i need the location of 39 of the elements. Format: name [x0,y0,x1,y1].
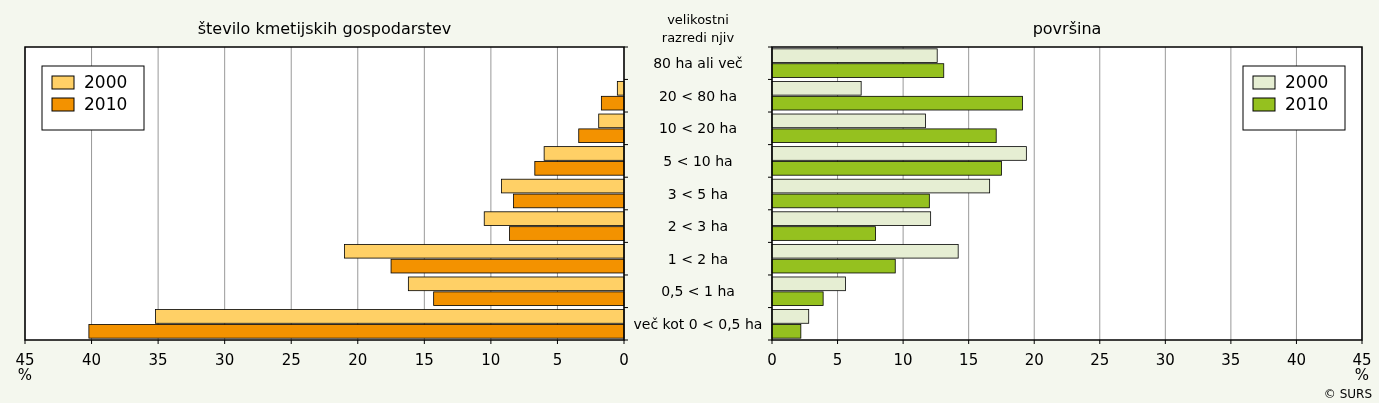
x-tick-label: 15 [414,351,434,369]
legend-label: 2010 [1285,94,1329,114]
x-tick-label: 0 [619,351,629,369]
x-tick-label: 45 [1352,351,1372,369]
legend-label: 2010 [84,94,128,114]
x-tick-label: 0 [767,351,777,369]
y-tick-label: 2 < 3 ha [667,218,729,235]
y-tick-label: 1 < 2 ha [667,250,729,267]
x-tick-label: 10 [481,351,501,369]
y-axis-title: velikostni razredi njiv [661,12,735,45]
chart-title: število kmetijskih gospodarstev [197,19,452,38]
x-tick-label: 20 [348,351,368,369]
y-tick-label: 3 < 5 ha [667,185,729,202]
x-tick-label: 25 [281,351,301,369]
legend-label: 2000 [1285,72,1329,92]
x-tick-label: 5 [552,351,563,369]
x-tick-label: 5 [832,351,843,369]
x-axis-title: % [1354,366,1370,384]
x-tick-label: 35 [1221,351,1241,369]
text: © SURS [1323,387,1372,401]
x-tick-label: 15 [959,351,979,369]
x-tick-label: 20 [1024,351,1044,369]
chart-title: površina [1032,19,1102,38]
x-tick-label: 30 [1155,351,1175,369]
y-tick-label: 80 ha ali več [653,55,743,72]
x-tick-label: 10 [893,351,913,369]
x-tick-label: 40 [82,351,102,369]
x-tick-label: 40 [1286,351,1306,369]
y-tick-label: 0,5 < 1 ha [661,283,735,300]
y-tick-label: več kot 0 < 0,5 ha [633,315,763,332]
x-tick-label: 30 [215,351,235,369]
legend-label: 2000 [84,72,128,92]
y-tick-label: 10 < 20 ha [658,120,738,137]
x-tick-label: 25 [1090,351,1110,369]
x-tick-label: 35 [148,351,168,369]
y-tick-label: 20 < 80 ha [658,87,738,104]
x-tick-label: 45 [15,351,35,369]
y-tick-label: 5 < 10 ha [663,152,733,169]
x-axis-title: % [17,366,33,384]
